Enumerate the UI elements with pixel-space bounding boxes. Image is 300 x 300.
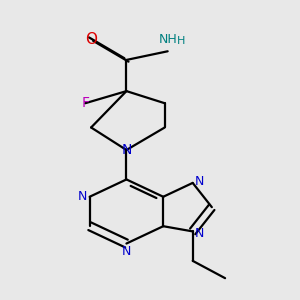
Text: H: H <box>177 36 185 46</box>
Text: N: N <box>122 245 131 258</box>
Text: N: N <box>195 226 204 240</box>
Text: N: N <box>77 190 87 203</box>
Text: F: F <box>81 96 89 110</box>
Text: N: N <box>121 143 132 157</box>
Text: NH: NH <box>158 33 177 46</box>
Text: N: N <box>195 175 204 188</box>
Text: O: O <box>85 32 97 47</box>
